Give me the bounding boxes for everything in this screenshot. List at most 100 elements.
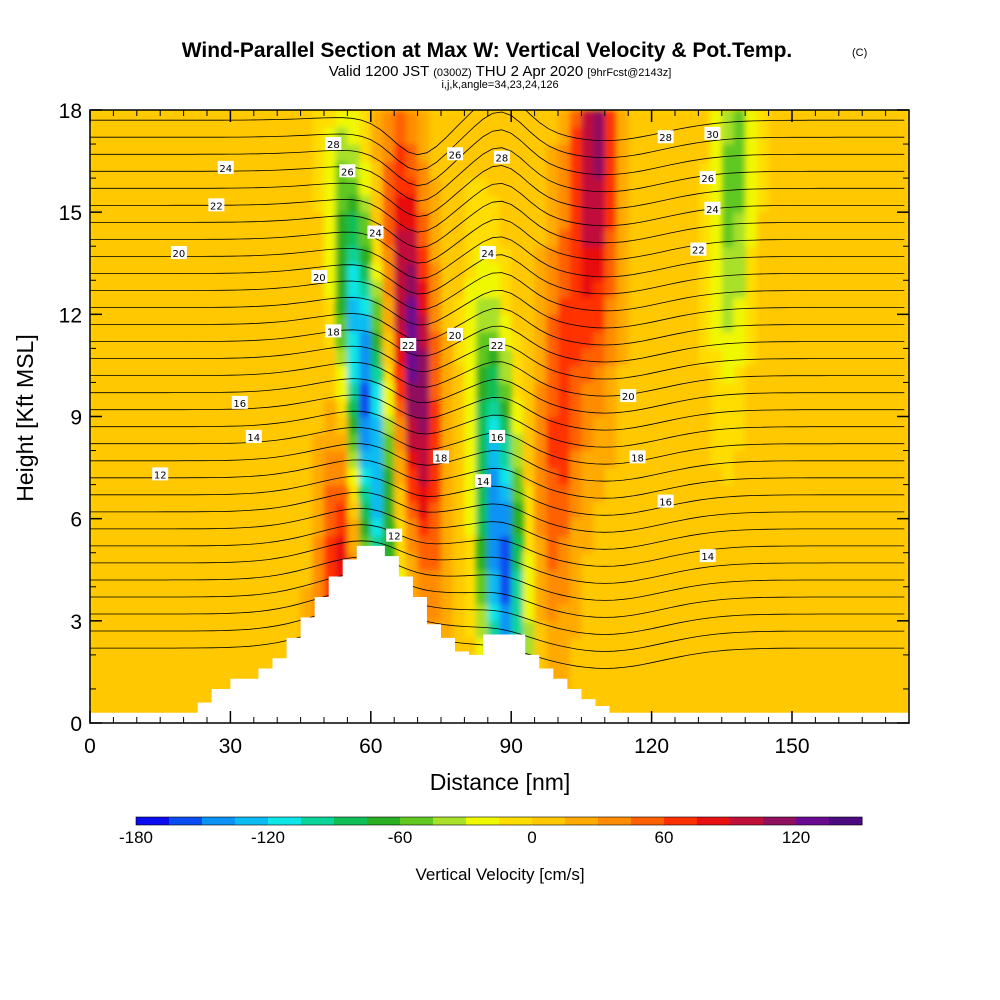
- theta-contour-line: [90, 361, 905, 397]
- w-cell: [745, 433, 758, 452]
- w-cell: [382, 467, 395, 486]
- w-cell: [452, 569, 465, 588]
- w-cell: [230, 195, 243, 213]
- w-cell: [850, 127, 863, 145]
- w-cell: [218, 144, 231, 162]
- w-cell: [885, 314, 898, 332]
- w-cell: [405, 382, 419, 401]
- w-cell: [873, 552, 887, 571]
- w-cell: [382, 399, 395, 418]
- w-cell: [675, 144, 688, 162]
- w-cell: [218, 518, 231, 537]
- w-cell: [569, 314, 582, 332]
- w-cell: [160, 144, 173, 162]
- w-cell: [897, 637, 909, 656]
- w-cell: [558, 246, 571, 264]
- w-cell: [581, 178, 594, 196]
- w-cell: [628, 552, 641, 571]
- w-cell: [628, 144, 641, 162]
- w-cell: [686, 433, 699, 452]
- w-cell: [663, 467, 676, 486]
- w-cell: [347, 178, 360, 196]
- w-cell: [125, 178, 138, 196]
- w-cell: [160, 229, 173, 247]
- w-cell: [698, 603, 711, 622]
- w-cell: [113, 195, 126, 213]
- w-cell: [792, 110, 805, 128]
- w-cell: [663, 297, 676, 315]
- w-cell: [710, 501, 723, 520]
- w-cell: [195, 297, 208, 315]
- w-cell: [873, 399, 887, 418]
- w-cell: [370, 297, 384, 315]
- w-cell: [827, 263, 840, 281]
- w-cell: [476, 416, 489, 435]
- contour-label-text: 16: [659, 498, 672, 509]
- w-cell: [136, 263, 150, 281]
- w-cell: [698, 620, 711, 639]
- w-cell: [873, 178, 887, 196]
- w-cell: [663, 246, 676, 264]
- w-cell: [768, 484, 781, 503]
- w-cell: [838, 246, 852, 264]
- w-cell: [698, 637, 711, 656]
- w-cell: [242, 263, 255, 281]
- w-cell: [827, 518, 840, 537]
- w-cell: [90, 178, 103, 196]
- w-cell: [230, 110, 243, 128]
- w-cell: [885, 110, 898, 128]
- w-cell: [125, 297, 138, 315]
- w-cell: [429, 263, 442, 281]
- w-cell: [312, 280, 325, 298]
- w-cell: [897, 569, 909, 588]
- w-cell: [534, 280, 547, 298]
- w-cell: [125, 484, 138, 503]
- contour-label-box: [339, 164, 356, 178]
- contour-label-box: [170, 246, 187, 260]
- w-cell: [651, 178, 664, 196]
- w-cell: [171, 161, 185, 179]
- w-cell: [616, 314, 629, 332]
- w-cell: [827, 501, 840, 520]
- colorbar-swatch: [367, 817, 401, 825]
- w-cell: [733, 229, 746, 247]
- w-cell: [417, 127, 430, 145]
- w-cell: [335, 229, 348, 247]
- w-cell: [675, 348, 688, 367]
- colorbar-tick-label: -180: [119, 828, 153, 847]
- w-cell: [792, 246, 805, 264]
- w-cell: [183, 399, 196, 418]
- w-cell: [815, 161, 828, 179]
- w-cell: [710, 263, 723, 281]
- w-cell: [616, 467, 629, 486]
- contour-label-text: 30: [706, 130, 719, 141]
- w-cell: [394, 212, 407, 230]
- w-cell: [171, 127, 185, 145]
- w-cell: [827, 280, 840, 298]
- w-cell: [242, 195, 255, 213]
- w-cell: [347, 229, 360, 247]
- w-cell: [277, 348, 290, 367]
- w-cell: [324, 484, 337, 503]
- w-cell: [324, 365, 337, 384]
- w-cell: [546, 399, 559, 418]
- w-cell: [581, 416, 594, 435]
- w-cell: [780, 195, 793, 213]
- w-cell: [885, 127, 898, 145]
- w-cell: [534, 195, 547, 213]
- w-cell: [593, 433, 606, 452]
- w-cell: [546, 467, 559, 486]
- w-cell: [113, 263, 126, 281]
- w-cell: [464, 161, 477, 179]
- w-cell: [850, 467, 863, 486]
- w-cell: [604, 195, 618, 213]
- w-cell: [721, 518, 735, 537]
- w-cell: [850, 501, 863, 520]
- w-cell: [253, 467, 267, 486]
- w-cell: [593, 161, 606, 179]
- w-cell: [242, 212, 255, 230]
- w-cell: [405, 467, 419, 486]
- w-cell: [651, 246, 664, 264]
- w-cell: [230, 535, 243, 554]
- w-cell: [171, 297, 185, 315]
